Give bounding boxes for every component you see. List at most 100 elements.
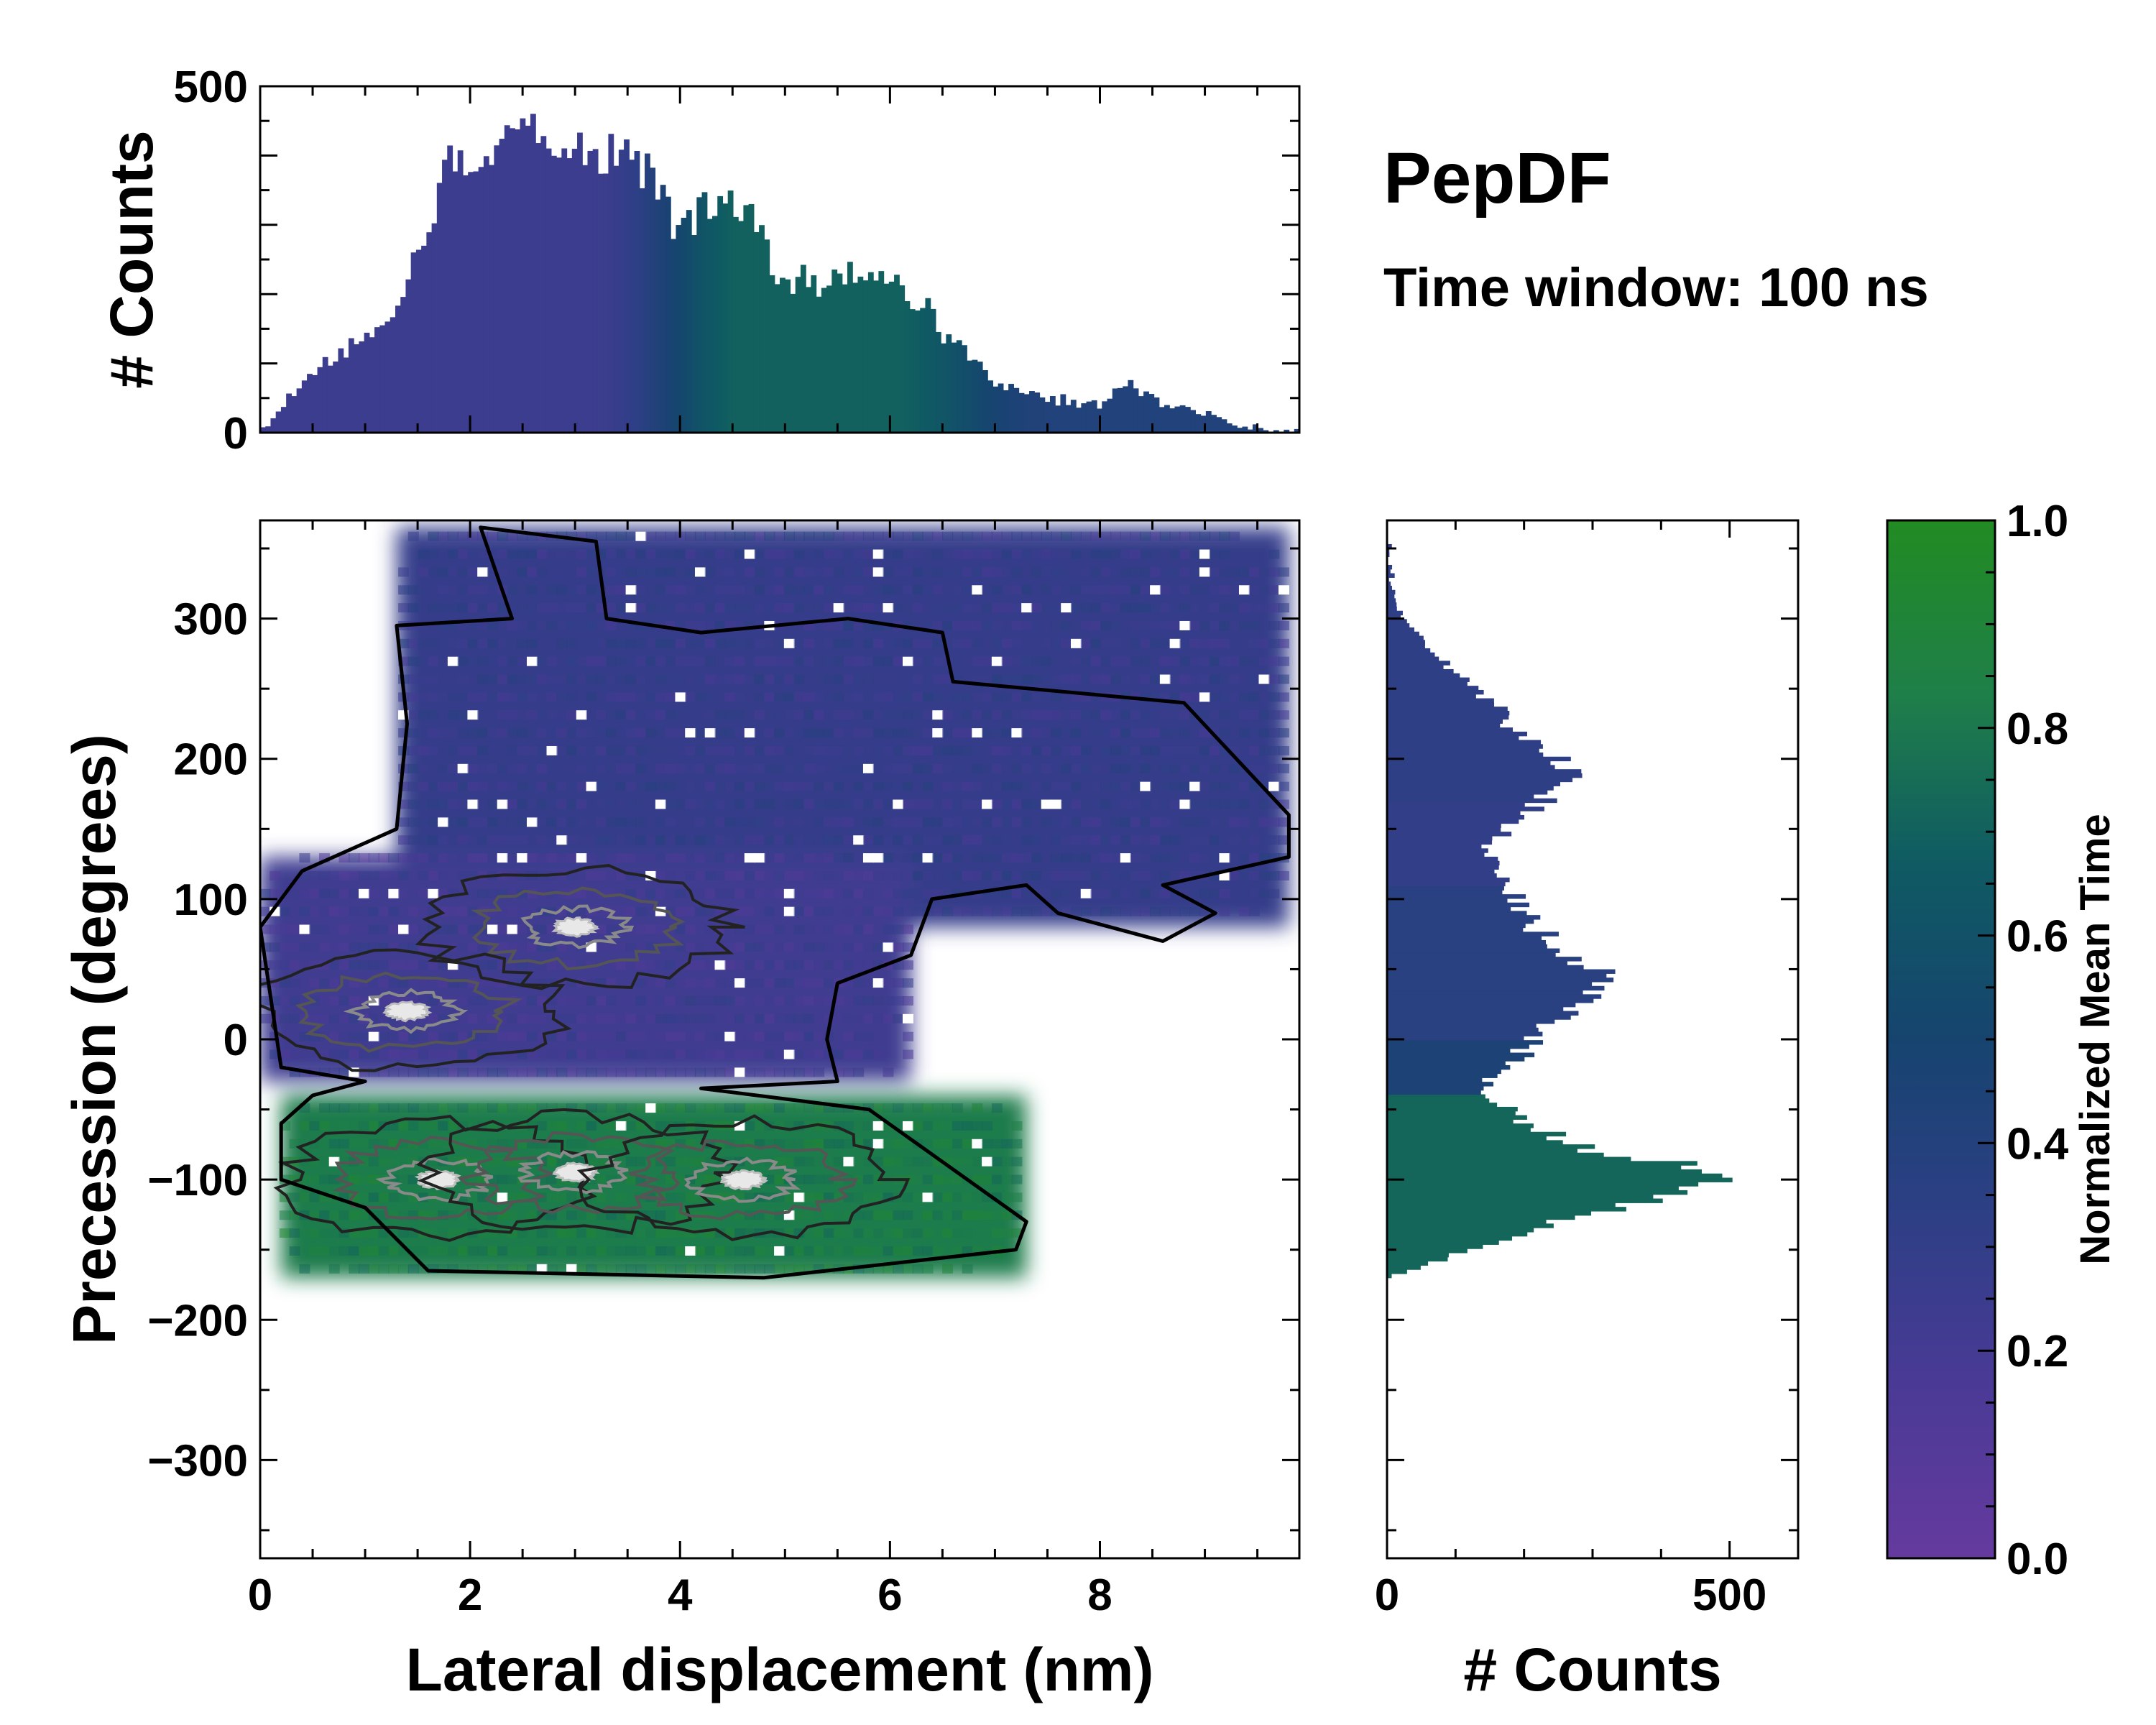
heatmap-cell — [1100, 888, 1112, 898]
heatmap-cell — [418, 781, 429, 791]
heatmap-cell — [1011, 853, 1023, 863]
heatmap-cell — [596, 781, 607, 791]
heatmap-cell — [1130, 620, 1141, 630]
heatmap-cell — [1090, 603, 1102, 613]
heatmap-cell — [635, 978, 647, 988]
heatmap-cell — [309, 1246, 321, 1256]
heatmap-cell — [912, 817, 923, 827]
top-hist-bar — [878, 271, 885, 433]
heatmap-cell — [883, 638, 894, 648]
heatmap-cell — [952, 638, 963, 648]
heatmap-cell — [566, 745, 578, 755]
heatmap-cell — [1209, 567, 1220, 577]
top-hist-bar — [1128, 380, 1134, 433]
heatmap-cell — [349, 1049, 360, 1059]
heatmap-cell — [615, 603, 627, 613]
top-hist-bar — [852, 282, 859, 433]
heatmap-cell — [1001, 1156, 1013, 1167]
heatmap-cell — [853, 995, 865, 1006]
heatmap-cell — [952, 835, 963, 845]
heatmap-cell — [398, 978, 410, 988]
heatmap-cell — [694, 620, 706, 630]
heatmap-cell — [1150, 710, 1161, 720]
heatmap-cell — [1090, 835, 1102, 845]
right-hist-bar — [1387, 1011, 1579, 1016]
heatmap-cell — [507, 567, 518, 577]
heatmap-cell — [359, 1049, 370, 1059]
heatmap-cell — [1169, 603, 1181, 613]
right-hist-bar — [1387, 1119, 1514, 1124]
right-hist-bar — [1387, 1064, 1511, 1070]
heatmap-cell — [625, 906, 637, 916]
right-hist-bar — [1387, 777, 1573, 783]
heatmap-cell — [338, 1210, 350, 1220]
heatmap-cell — [438, 1121, 449, 1131]
heatmap-cell — [407, 799, 419, 809]
right-hist-bar — [1387, 881, 1506, 887]
heatmap-cell — [962, 1264, 973, 1274]
right-hist-bar — [1387, 760, 1551, 765]
heatmap-cell — [1001, 799, 1013, 809]
heatmap-cell — [606, 924, 617, 934]
heatmap-cell — [774, 692, 786, 702]
heatmap-cell — [714, 1013, 726, 1024]
right-hist-bar — [1387, 994, 1602, 999]
heatmap-cell — [635, 531, 647, 541]
heatmap-cell — [714, 960, 726, 970]
heatmap-cell — [536, 1246, 548, 1256]
top-hist-bar — [545, 148, 552, 433]
heatmap-cell — [566, 1228, 578, 1238]
top-hist-bar — [359, 341, 365, 433]
heatmap-cell — [1159, 888, 1171, 898]
heatmap-cell — [872, 728, 884, 738]
heatmap-cell — [1258, 567, 1270, 577]
heatmap-cell — [407, 1103, 419, 1113]
top-hist-bar — [1169, 408, 1176, 433]
heatmap-cell — [407, 1121, 419, 1131]
heatmap-cell — [398, 906, 410, 916]
heatmap-cell — [1268, 870, 1280, 880]
heatmap-cell — [803, 960, 815, 970]
heatmap-cell — [853, 888, 865, 898]
right-hist-xtick-0: 0 — [1375, 1570, 1399, 1620]
heatmap-cell — [497, 835, 508, 845]
heatmap-cell — [932, 1192, 944, 1202]
heatmap-cell — [704, 1246, 716, 1256]
heatmap-cell — [1229, 603, 1240, 613]
heatmap-cell — [447, 1246, 459, 1256]
heatmap-cell — [418, 960, 429, 970]
heatmap-cell — [833, 567, 844, 577]
heatmap-cell — [1051, 853, 1062, 863]
heatmap-cell — [615, 1121, 627, 1131]
heatmap-cell — [793, 1156, 805, 1167]
heatmap-cell — [862, 924, 874, 934]
heatmap-cell — [903, 870, 914, 880]
heatmap-cell — [922, 531, 934, 541]
heatmap-cell — [507, 1210, 518, 1220]
heatmap-cell — [764, 960, 775, 970]
top-hist-bar — [327, 365, 333, 433]
top-hist-bar — [769, 275, 775, 433]
heatmap-cell — [457, 835, 469, 845]
heatmap-cell — [625, 1174, 637, 1184]
heatmap-cell — [823, 1138, 834, 1149]
heatmap-cell — [1199, 888, 1210, 898]
right-hist-bar — [1387, 985, 1605, 991]
heatmap-cell — [507, 1246, 518, 1256]
right-histogram-bars — [1387, 527, 1733, 1279]
heatmap-cell — [576, 906, 587, 916]
right-hist-bar — [1387, 1236, 1513, 1241]
heatmap-cell — [1150, 745, 1161, 755]
heatmap-cell — [814, 1031, 825, 1041]
heatmap-cell — [1140, 674, 1151, 684]
heatmap-cell — [1031, 656, 1042, 666]
heatmap-cell — [596, 1013, 607, 1024]
heatmap-cell — [724, 888, 736, 898]
heatmap-cell — [972, 531, 983, 541]
heatmap-cell — [645, 960, 657, 970]
top-hist-bar — [540, 136, 547, 433]
heatmap-cell — [1110, 585, 1122, 595]
heatmap-cell — [1169, 906, 1181, 916]
top-hist-bar — [483, 156, 489, 433]
heatmap-cell — [655, 531, 666, 541]
